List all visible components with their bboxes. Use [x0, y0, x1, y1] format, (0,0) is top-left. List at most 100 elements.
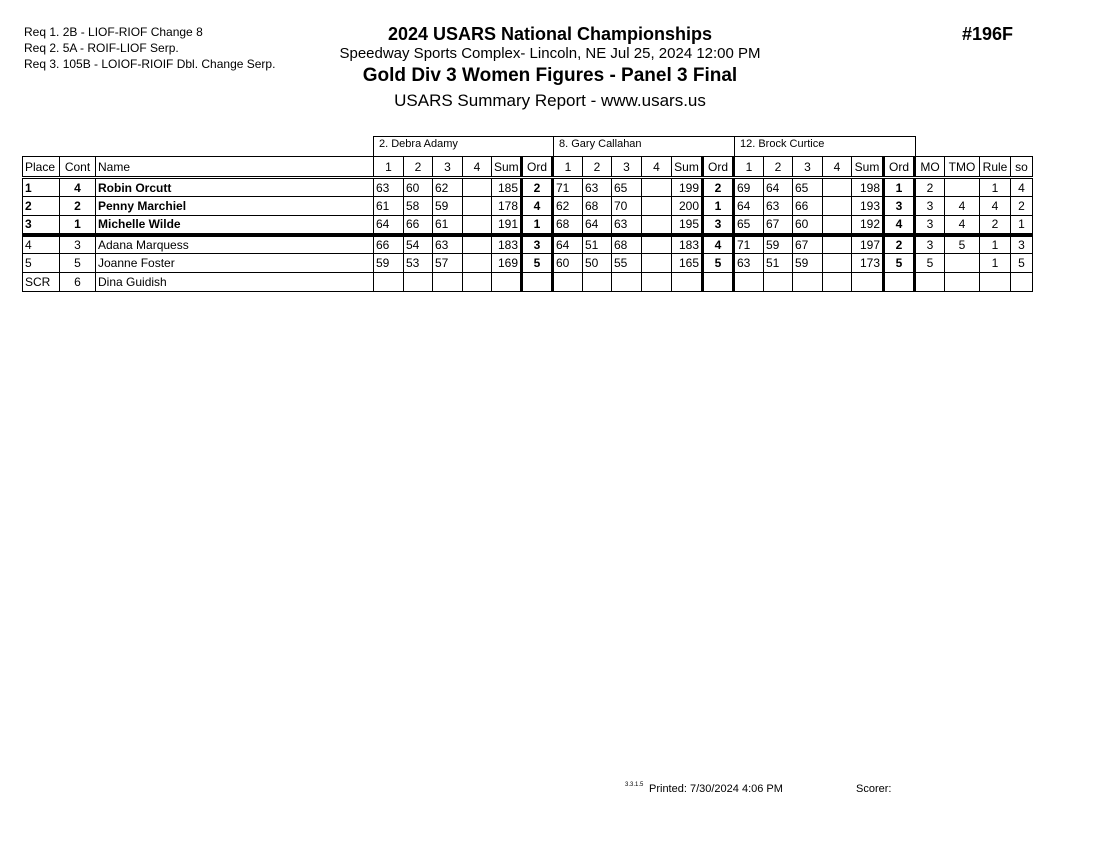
score-cell: 70 — [611, 196, 642, 216]
score-cell — [491, 272, 522, 292]
score-cell — [641, 215, 672, 237]
column-header: Place — [22, 156, 60, 179]
score-cell: 3 — [914, 196, 945, 216]
column-header: 4 — [641, 156, 672, 179]
score-cell: 6 — [59, 272, 96, 292]
ordinal-cell: 3 — [882, 196, 916, 216]
score-cell: 4 — [22, 234, 60, 254]
score-cell: 67 — [763, 215, 793, 237]
score-cell: 183 — [491, 234, 522, 254]
score-cell: 3 — [22, 215, 60, 237]
column-header: Ord — [701, 156, 735, 179]
ordinal-cell: 5 — [882, 253, 916, 273]
score-cell — [641, 196, 672, 216]
score-cell: 59 — [792, 253, 823, 273]
score-cell: 65 — [792, 177, 823, 197]
score-cell: 169 — [491, 253, 522, 273]
column-header: Sum — [671, 156, 703, 179]
skater-name: Adana Marquess — [95, 234, 374, 254]
score-cell: 2 — [1010, 196, 1033, 216]
ordinal-cell: 1 — [882, 177, 916, 197]
column-header: 1 — [552, 156, 583, 179]
score-cell: 2 — [22, 196, 60, 216]
score-cell — [403, 272, 433, 292]
column-header: 2 — [763, 156, 793, 179]
column-header: 3 — [792, 156, 823, 179]
score-cell — [763, 272, 793, 292]
score-cell: 68 — [611, 234, 642, 254]
results-table: Place Cont Name 1 2 3 4 Sum Ord 1 2 3 4 Sum Ord 1 2 3 4 Sum… — [22, 156, 1033, 292]
skater-name: Joanne Foster — [95, 253, 374, 273]
score-cell: 183 — [671, 234, 703, 254]
score-cell — [611, 272, 642, 292]
ordinal-cell: 1 — [701, 196, 735, 216]
score-cell — [822, 234, 852, 254]
score-cell: 192 — [851, 215, 884, 237]
ordinal-cell — [882, 272, 916, 292]
score-cell: 198 — [851, 177, 884, 197]
score-cell: 69 — [733, 177, 764, 197]
score-cell: 51 — [582, 234, 612, 254]
column-header: Ord — [882, 156, 916, 179]
column-header: Rule — [979, 156, 1011, 179]
score-cell: 54 — [403, 234, 433, 254]
score-cell: 193 — [851, 196, 884, 216]
column-header: 2 — [582, 156, 612, 179]
score-cell: 61 — [432, 215, 463, 237]
requirement-1: Req 1. 2B - LIOF-RIOF Change 8 — [24, 25, 203, 39]
score-cell: 63 — [763, 196, 793, 216]
score-cell — [432, 272, 463, 292]
score-cell: 66 — [373, 234, 404, 254]
score-cell: 199 — [671, 177, 703, 197]
score-cell — [944, 177, 980, 197]
score-cell — [822, 196, 852, 216]
score-cell: 5 — [944, 234, 980, 254]
score-cell: 65 — [733, 215, 764, 237]
table-row: 3 1 Michelle Wilde 64 66 61 191 1 68 64 63 195 3 65 67… — [22, 215, 1033, 237]
score-cell: 55 — [611, 253, 642, 273]
score-cell — [641, 234, 672, 254]
score-cell: 5 — [22, 253, 60, 273]
column-header: Sum — [851, 156, 884, 179]
table-row: 5 5 Joanne Foster 59 53 57 169 5 60 50 55 165 5 63 51 5… — [22, 253, 1033, 273]
printed-date: Printed: 7/30/2024 4:06 PM — [649, 783, 783, 795]
score-cell: 3 — [59, 234, 96, 254]
score-cell: 3 — [914, 234, 945, 254]
score-cell: 200 — [671, 196, 703, 216]
score-cell: 165 — [671, 253, 703, 273]
ordinal-cell — [701, 272, 735, 292]
scorer-label: Scorer: — [856, 783, 892, 795]
score-cell — [641, 177, 672, 197]
score-cell: 2 — [914, 177, 945, 197]
score-cell — [792, 272, 823, 292]
ordinal-cell: 5 — [520, 253, 554, 273]
ordinal-cell: 2 — [520, 177, 554, 197]
score-cell: 59 — [763, 234, 793, 254]
score-cell — [914, 272, 945, 292]
column-header: 4 — [822, 156, 852, 179]
score-cell: 4 — [944, 196, 980, 216]
ordinal-cell: 5 — [701, 253, 735, 273]
score-cell: 60 — [792, 215, 823, 237]
column-header: MO — [914, 156, 945, 179]
score-cell — [979, 272, 1011, 292]
column-header: Sum — [491, 156, 522, 179]
score-cell — [462, 234, 492, 254]
score-cell — [733, 272, 764, 292]
ordinal-cell: 2 — [701, 177, 735, 197]
score-cell: 5 — [59, 253, 96, 273]
score-cell: 185 — [491, 177, 522, 197]
score-cell: 62 — [432, 177, 463, 197]
score-cell — [462, 253, 492, 273]
score-cell: 4 — [944, 215, 980, 237]
score-cell: 63 — [733, 253, 764, 273]
score-cell: 53 — [403, 253, 433, 273]
score-cell: 5 — [1010, 253, 1033, 273]
score-cell — [944, 253, 980, 273]
score-cell: 61 — [373, 196, 404, 216]
score-cell: 4 — [1010, 177, 1033, 197]
column-header: Cont — [59, 156, 96, 179]
ordinal-cell: 4 — [520, 196, 554, 216]
score-cell: 197 — [851, 234, 884, 254]
